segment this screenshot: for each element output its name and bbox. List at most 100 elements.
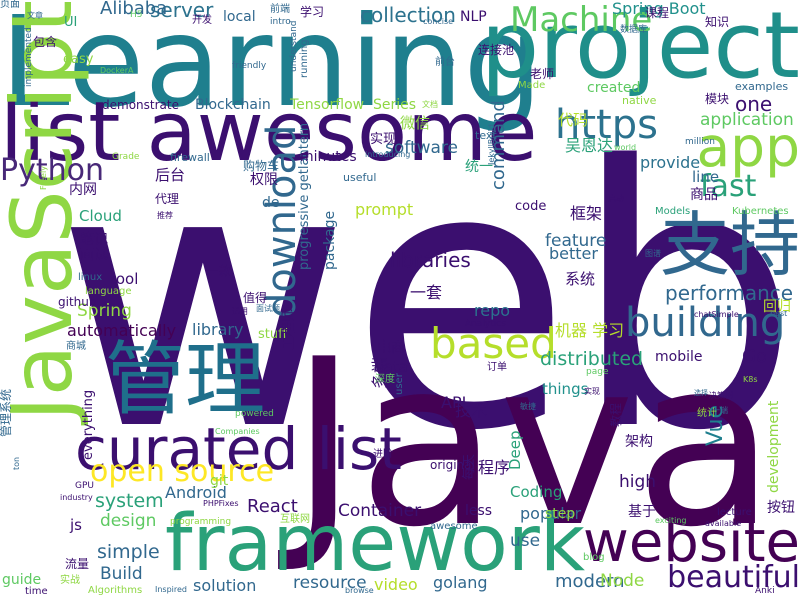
cloud-word: Coding: [510, 483, 563, 501]
cloud-word: 技术: [455, 401, 488, 420]
cloud-word: 敏捷: [520, 402, 536, 411]
cloud-word: software: [385, 138, 459, 158]
cloud-word: 回归: [763, 299, 791, 315]
cloud-word: 商城: [66, 341, 86, 352]
cloud-word: 老师: [530, 67, 555, 81]
cloud-word: package: [322, 210, 338, 270]
cloud-word: 一端: [712, 406, 728, 415]
cloud-word: language: [85, 286, 132, 297]
cloud-word: 数据库: [620, 25, 648, 35]
cloud-word: libraries: [390, 248, 471, 272]
cloud-word: Go: [742, 346, 767, 367]
cloud-word: 页面: [0, 0, 20, 10]
cloud-word: 微信: [400, 114, 431, 132]
cloud-word: Android: [165, 483, 227, 502]
cloud-word: 实战: [60, 575, 80, 586]
cloud-word: best: [770, 309, 788, 318]
cloud-word: popular: [520, 504, 582, 523]
cloud-word: 启动: [608, 194, 624, 203]
cloud-word: text: [475, 129, 497, 142]
cloud-word: Deep: [506, 430, 524, 470]
cloud-word: performance: [665, 281, 794, 305]
cloud-word: download: [259, 124, 305, 318]
cloud-word: 深度: [375, 374, 395, 385]
cloud-word: 电商: [377, 340, 405, 356]
cloud-word: list awesome: [0, 85, 538, 180]
cloud-word: 包含: [33, 35, 58, 49]
cloud-word: fast: [700, 169, 757, 204]
cloud-word: one: [735, 92, 773, 116]
cloud-word: industry: [60, 493, 93, 502]
cloud-word: Cloud: [79, 207, 122, 225]
cloud-word: 代理: [155, 192, 180, 206]
cloud-word: browse: [345, 586, 374, 595]
cloud-word: NLP: [460, 9, 487, 25]
cloud-word: PHPFixes: [203, 499, 239, 508]
cloud-word: Algorithms: [88, 585, 143, 596]
cloud-word: examples: [735, 80, 789, 93]
cloud-word: high: [619, 472, 657, 492]
cloud-word: feature: [545, 231, 607, 251]
cloud-word: lecture: [717, 507, 752, 518]
cloud-word: 后台: [155, 166, 186, 184]
cloud-word: 基于: [628, 504, 656, 520]
cloud-word: user: [394, 373, 405, 395]
cloud-word: video: [374, 575, 418, 594]
cloud-word: design: [100, 511, 157, 531]
cloud-word: 前端: [270, 4, 290, 15]
cloud-word: 权限: [250, 172, 278, 188]
cloud-word: 教程: [609, 402, 623, 427]
cloud-word: 选择: [694, 389, 708, 397]
cloud-word: 学习: [300, 5, 325, 19]
cloud-word: application: [700, 110, 794, 130]
cloud-word: distributed: [540, 348, 644, 370]
cloud-word: guide: [2, 572, 42, 588]
cloud-word: github: [58, 295, 97, 309]
cloud-word: easy: [63, 52, 94, 67]
cloud-word: original: [430, 458, 475, 472]
cloud-word: programming: [170, 517, 232, 527]
cloud-word: intro: [270, 17, 291, 27]
cloud-word: 框架: [570, 204, 603, 223]
cloud-word: friendly: [232, 61, 267, 71]
cloud-word: 内网: [69, 182, 97, 198]
cloud-word: DockerA: [100, 66, 134, 75]
cloud-word: simple: [97, 541, 160, 563]
cloud-word: 课程: [645, 6, 670, 20]
cloud-word: use: [510, 531, 541, 551]
cloud-word: 知识: [705, 15, 730, 29]
cloud-word: 架构: [625, 434, 653, 450]
cloud-word: 管理系统: [0, 388, 13, 437]
cloud-word: 程序: [478, 458, 511, 477]
cloud-word: chatSimple: [694, 310, 739, 319]
cloud-word: Blockchain: [195, 97, 271, 113]
cloud-word: things: [542, 380, 589, 398]
cloud-word: 前台: [435, 57, 455, 68]
cloud-word: useful: [343, 171, 377, 184]
cloud-word: linux: [78, 272, 103, 283]
cloud-word: 面试: [80, 247, 108, 263]
cloud-word: step: [545, 506, 576, 522]
cloud-word: 笔记: [80, 232, 108, 248]
cloud-word: Freely: [39, 166, 48, 190]
cloud-word: 吴恩达: [565, 136, 614, 155]
cloud-word: 代码: [558, 111, 589, 129]
cloud-word: running: [299, 39, 310, 78]
cloud-word: 一套: [410, 283, 443, 302]
cloud-word: 按钮: [767, 500, 795, 516]
cloud-word: 流量: [65, 557, 90, 571]
cloud-word: UI: [64, 15, 78, 30]
cloud-word: exciting: [655, 516, 687, 525]
cloud-word: React: [247, 496, 298, 517]
cloud-word: building: [625, 300, 786, 346]
cloud-word: open source: [90, 454, 275, 489]
cloud-word: million: [685, 137, 715, 147]
cloud-word: app: [696, 115, 800, 179]
cloud-word: mobile: [655, 349, 703, 365]
cloud-word: demonstrate: [102, 98, 179, 112]
cloud-word: development: [766, 400, 782, 493]
cloud-word: ton: [12, 456, 21, 470]
cloud-word: 适用: [232, 307, 248, 316]
cloud-word: Build: [100, 564, 143, 584]
